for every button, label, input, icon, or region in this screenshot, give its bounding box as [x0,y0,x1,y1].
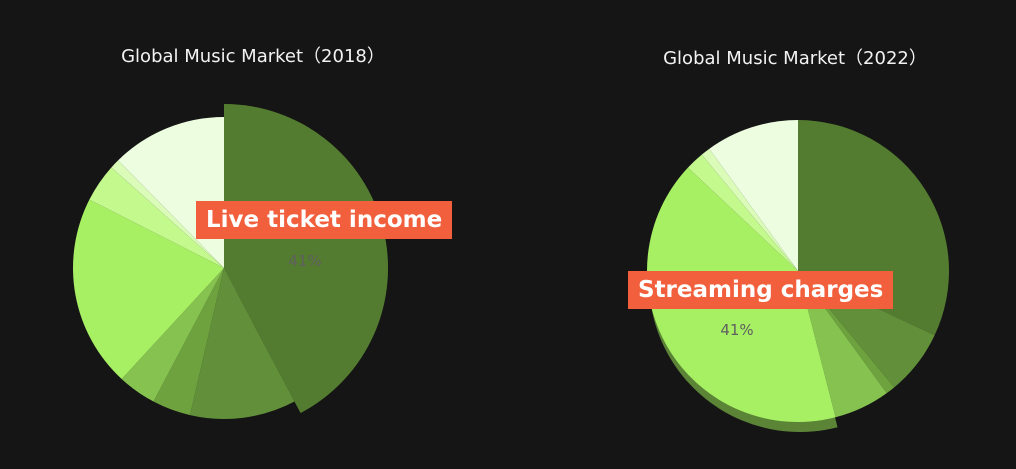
pie-slice [111,160,224,268]
pie-slice [190,268,295,420]
callout-streaming-charges: Streaming charges [628,271,894,309]
callout-live-ticket-income: Live ticket income [196,201,453,239]
pie-slice [701,148,798,271]
chart-title-2022: Global Music Market（2022） [663,48,927,69]
pie-slice [709,120,798,271]
chart-title-2018: Global Music Market（2018） [121,46,385,67]
pie-slice [153,268,224,416]
pie-slice [89,167,224,268]
pie-slice [687,154,798,271]
pie-slice [121,268,224,402]
pie-slice-highlighted [224,104,388,414]
slice-value-label-2018: 41% [288,252,321,270]
slice-value-label-2022: 41% [720,321,753,339]
pie-slice [73,199,224,380]
